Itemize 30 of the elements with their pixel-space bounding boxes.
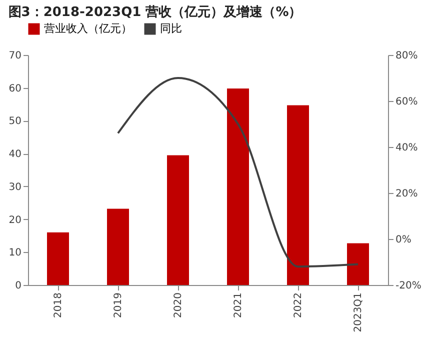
x-tick-label: 2018 bbox=[53, 292, 64, 318]
legend-label: 同比 bbox=[160, 22, 182, 35]
y-tick-label: 20 bbox=[8, 214, 22, 226]
legend-label: 营业收入（亿元） bbox=[44, 22, 132, 35]
y2-tick-label: 60% bbox=[396, 96, 418, 108]
y2-tick-label: 0% bbox=[396, 234, 412, 246]
y2-tick-label: -20% bbox=[396, 280, 422, 292]
y-tick-label: 70 bbox=[8, 50, 22, 62]
bar bbox=[287, 105, 309, 285]
y-tick-label: 40 bbox=[8, 149, 22, 160]
y2-tick-label: 20% bbox=[396, 188, 418, 200]
y2-tick-label: 80% bbox=[396, 50, 418, 62]
bar bbox=[167, 155, 189, 285]
line-series bbox=[117, 77, 359, 268]
chart-title: 图3：2018-2023Q1 营收（亿元）及增速（%） bbox=[8, 4, 302, 20]
y-tick-label: 50 bbox=[8, 116, 22, 128]
y2-tick-label: 40% bbox=[396, 142, 418, 154]
x-tick-label: 2021 bbox=[233, 292, 244, 318]
bar bbox=[107, 208, 129, 285]
x-tick-label: 2023Q1 bbox=[353, 292, 364, 332]
x-tick-label: 2019 bbox=[113, 292, 124, 318]
y-tick-label: 30 bbox=[8, 182, 22, 193]
bar bbox=[227, 88, 249, 285]
y-tick-label: 0 bbox=[15, 280, 22, 292]
y-tick-label: 60 bbox=[8, 83, 22, 94]
bar bbox=[347, 243, 369, 285]
y-tick-label: 10 bbox=[8, 248, 22, 259]
bar bbox=[47, 232, 69, 285]
x-tick-label: 2020 bbox=[173, 292, 184, 318]
x-tick-label: 2022 bbox=[293, 292, 304, 318]
